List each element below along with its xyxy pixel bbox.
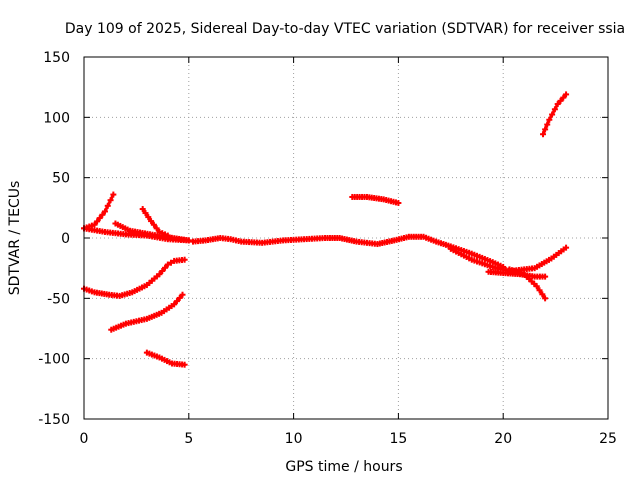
data-point bbox=[101, 208, 108, 215]
x-tick-label: 20 bbox=[494, 431, 512, 447]
data-point bbox=[142, 210, 149, 217]
data-point bbox=[563, 244, 570, 251]
data-point bbox=[164, 232, 171, 239]
y-tick-label: -150 bbox=[38, 412, 70, 428]
data-point bbox=[171, 301, 178, 308]
data-point bbox=[167, 259, 174, 266]
data-point bbox=[110, 191, 117, 198]
series-s5 bbox=[81, 256, 188, 299]
x-tick-label: 0 bbox=[80, 431, 89, 447]
data-point bbox=[539, 291, 546, 298]
series-s4 bbox=[139, 206, 171, 239]
chart-title: Day 109 of 2025, Sidereal Day-to-day VTE… bbox=[65, 21, 625, 37]
x-tick-label: 25 bbox=[599, 431, 617, 447]
data-point bbox=[96, 215, 103, 222]
data-point bbox=[395, 200, 402, 207]
y-tick-label: -100 bbox=[38, 352, 70, 368]
data-point bbox=[560, 94, 567, 101]
data-point bbox=[551, 106, 558, 113]
data-point bbox=[542, 126, 549, 133]
data-point bbox=[542, 273, 549, 280]
y-axis-ticks: 150 100 50 0 -50 -100 -150 bbox=[38, 50, 608, 428]
data-point bbox=[139, 206, 146, 213]
data-point bbox=[99, 211, 106, 218]
y-axis-label: SDTVAR / TECUs bbox=[7, 181, 23, 296]
data-point bbox=[181, 361, 188, 368]
data-point bbox=[107, 197, 114, 204]
x-tick-label: 15 bbox=[389, 431, 407, 447]
y-tick-label: 50 bbox=[52, 171, 70, 187]
data-point bbox=[150, 221, 157, 228]
data-point bbox=[542, 295, 549, 302]
data-point bbox=[159, 267, 166, 274]
series-line bbox=[541, 92, 568, 136]
data-point bbox=[162, 264, 169, 271]
data-point bbox=[104, 202, 111, 209]
data-point bbox=[156, 271, 163, 278]
data-point bbox=[563, 91, 570, 98]
y-tick-label: 150 bbox=[43, 50, 70, 66]
data-point bbox=[94, 218, 101, 225]
series-s1 bbox=[81, 191, 117, 232]
data-point bbox=[153, 225, 160, 232]
data-point bbox=[544, 121, 551, 128]
series-s13 bbox=[349, 193, 402, 207]
data-point bbox=[91, 221, 98, 228]
data-point bbox=[181, 256, 188, 263]
series-s12 bbox=[510, 244, 570, 274]
y-tick-label: 0 bbox=[61, 231, 70, 247]
data-point bbox=[540, 131, 547, 138]
series-s7 bbox=[143, 349, 188, 368]
data-point bbox=[148, 218, 155, 225]
data-point bbox=[145, 214, 152, 221]
y-tick-label: -50 bbox=[47, 291, 70, 307]
x-tick-label: 10 bbox=[285, 431, 303, 447]
x-axis-ticks: 0 5 10 15 20 25 bbox=[80, 57, 617, 447]
data-point bbox=[179, 291, 186, 298]
x-axis-label: GPS time / hours bbox=[285, 459, 402, 475]
series-s3 bbox=[112, 220, 192, 244]
series-s14 bbox=[540, 91, 570, 138]
y-tick-label: 100 bbox=[43, 110, 70, 126]
data-point bbox=[554, 101, 561, 108]
data-point bbox=[173, 298, 180, 305]
x-tick-label: 5 bbox=[184, 431, 193, 447]
data-point bbox=[549, 111, 556, 118]
data-point bbox=[546, 116, 553, 123]
data-point bbox=[557, 97, 564, 104]
data-point bbox=[533, 283, 540, 290]
plot-series bbox=[81, 91, 570, 368]
data-point bbox=[164, 261, 171, 268]
data-point bbox=[536, 287, 543, 294]
data-point bbox=[176, 294, 183, 301]
series-s6 bbox=[108, 291, 186, 333]
data-point bbox=[185, 237, 192, 244]
